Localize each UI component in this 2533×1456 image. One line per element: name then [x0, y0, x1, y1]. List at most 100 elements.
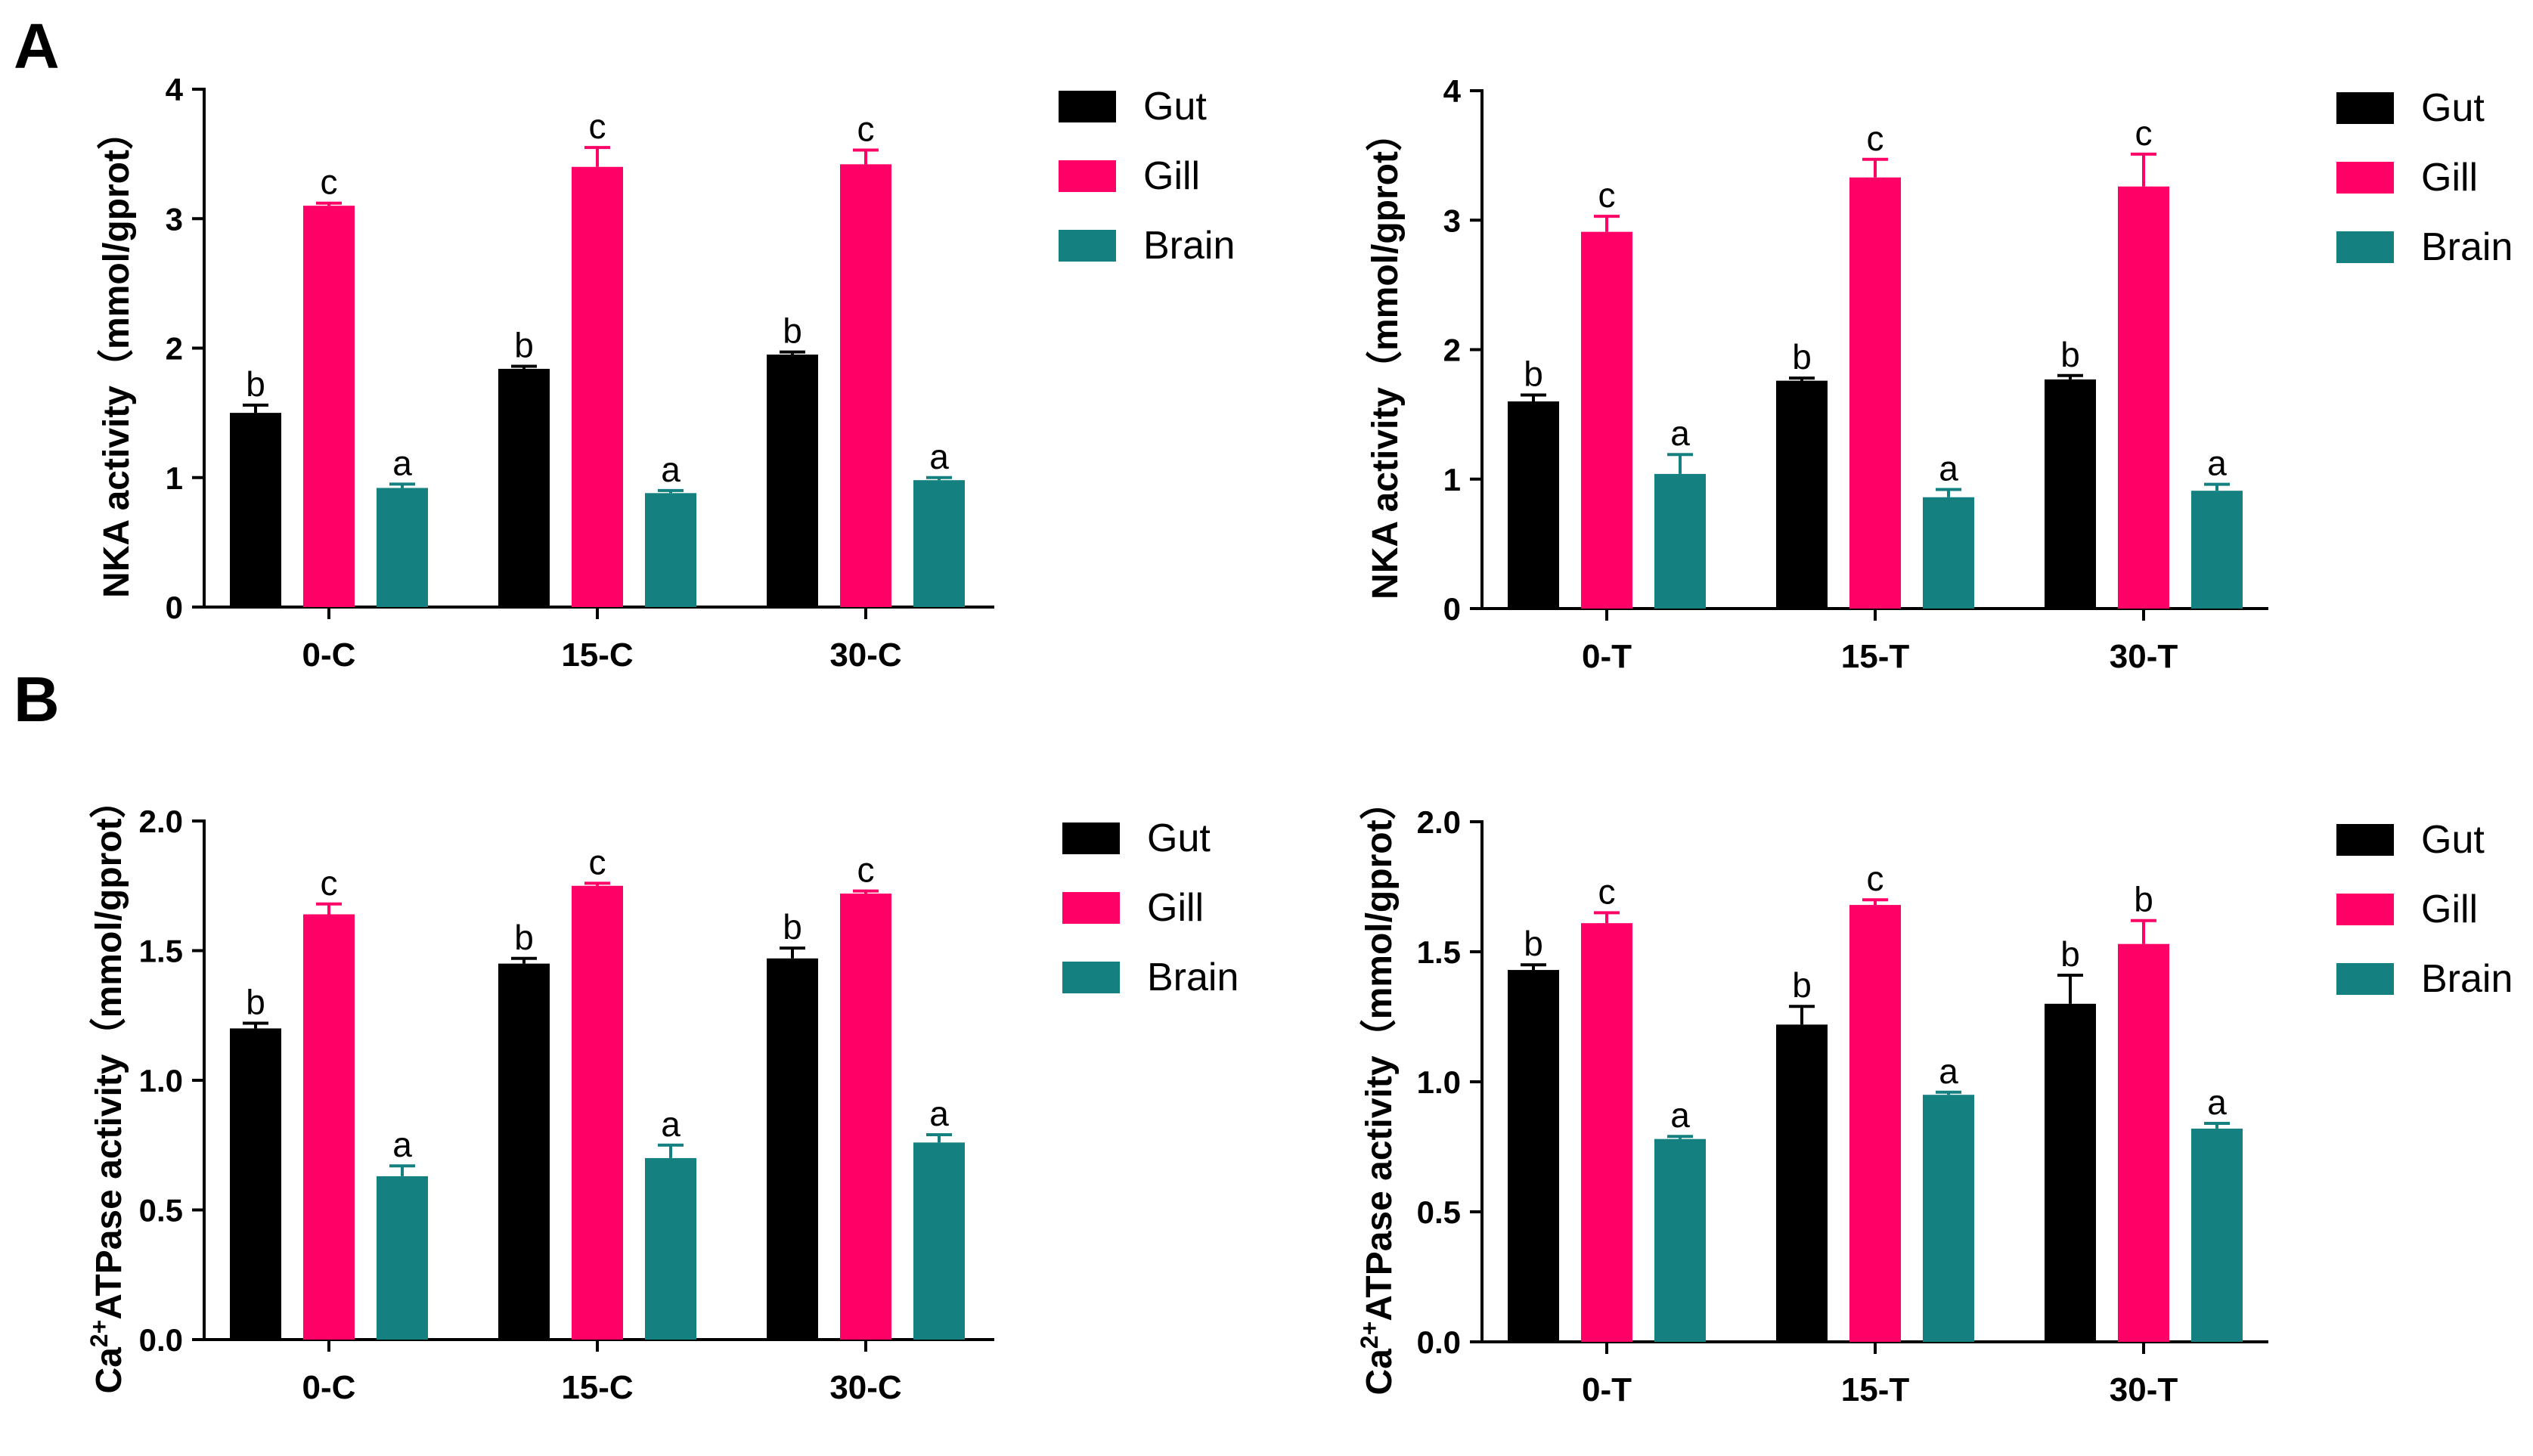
y-tick-label: 0.5: [139, 1193, 183, 1228]
significance-label: b: [1792, 337, 1812, 376]
legend-label-brain: Brain: [1147, 956, 1239, 999]
x-tick-label: 0-T: [1582, 638, 1632, 675]
chart-4: 0.0 0.5 1.0 1.5 2.0 Ca2+ATPase activity（mmol/…: [1356, 783, 2513, 1408]
bar-gill: [303, 206, 355, 607]
panel-letter: A: [14, 11, 60, 82]
bar-brain: [645, 493, 696, 607]
bar-gill: [303, 914, 355, 1340]
y-axis-label: NKA activity（mmol/gprot）: [1366, 115, 1406, 599]
y-axis-label-prefix: Ca: [1360, 1349, 1400, 1396]
significance-label: a: [1670, 1095, 1690, 1135]
bar-brain: [913, 480, 965, 607]
legend-swatch-gut: [1059, 91, 1116, 122]
bar-gut: [1776, 1024, 1828, 1342]
significance-label: a: [392, 443, 412, 482]
legend-label-gut: Gut: [1143, 85, 1207, 129]
x-tick-label: 30-C: [829, 637, 901, 674]
significance-label: c: [321, 163, 338, 202]
bar-gill: [1581, 923, 1632, 1342]
significance-label: a: [929, 437, 949, 476]
y-tick-label: 2.0: [139, 804, 183, 839]
y-axis-label: Ca2+ATPase activity（mmol/gprot）: [85, 782, 129, 1393]
x-tick-label: 15-T: [1841, 1371, 1910, 1408]
y-tick-label: 0: [166, 590, 183, 625]
legend-label-gill: Gill: [1147, 886, 1204, 930]
x-tick-label: 30-C: [829, 1369, 901, 1406]
legend-label-brain: Brain: [2421, 225, 2513, 269]
bar-gut: [767, 958, 818, 1340]
panel-letter: B: [14, 664, 60, 735]
y-tick-label: 0.0: [139, 1322, 183, 1358]
legend-swatch-gut: [2336, 824, 2394, 856]
significance-label: b: [783, 907, 802, 946]
bar-gut: [498, 368, 550, 607]
y-tick-label: 1.0: [139, 1063, 183, 1098]
significance-label: b: [1524, 354, 1543, 393]
x-tick-label: 30-T: [2110, 638, 2178, 675]
y-axis-label-main: ATPase activity（mmol/gprot）: [1360, 783, 1400, 1321]
y-axis-label: Ca2+ATPase activity（mmol/gprot）: [1356, 783, 1400, 1395]
legend-label-gut: Gut: [1147, 816, 1211, 860]
x-tick-label: 0-C: [302, 637, 356, 674]
significance-label: c: [589, 842, 606, 881]
y-axis-label-main: NKA activity（mmol/gprot）: [97, 113, 137, 598]
bar-gill: [1581, 231, 1632, 609]
bar-gill: [1849, 905, 1901, 1342]
significance-label: b: [246, 364, 265, 404]
legend-swatch-gut: [2336, 92, 2394, 124]
legend-swatch-gill: [2336, 162, 2394, 194]
bar-brain: [2191, 1128, 2243, 1342]
legend-label-gill: Gill: [1143, 154, 1200, 198]
bar-gut: [2045, 379, 2096, 609]
y-axis-label-main: NKA activity（mmol/gprot）: [1366, 115, 1406, 599]
y-tick-label: 4: [166, 72, 184, 107]
y-tick-label: 0.5: [1417, 1194, 1461, 1230]
bar-brain: [377, 488, 428, 607]
significance-label: a: [1939, 1052, 1958, 1091]
bar-brain: [1923, 1095, 1974, 1342]
bar-gut: [1776, 380, 1828, 609]
chart-3: B 0.0 0.5 1.0 1.5 2.0 Ca2+ATPase activity（mmol…: [14, 664, 1239, 1406]
y-tick-label: 1.0: [1417, 1064, 1461, 1100]
x-tick-label: 0-T: [1582, 1371, 1632, 1408]
y-tick-label: 1: [1443, 462, 1461, 497]
bar-gut: [767, 355, 818, 607]
x-tick-label: 30-T: [2110, 1371, 2178, 1408]
significance-label: b: [514, 325, 534, 364]
y-tick-label: 1.5: [139, 934, 183, 969]
bar-gut: [1508, 401, 1559, 609]
bar-gill: [572, 885, 623, 1340]
significance-label: b: [514, 918, 534, 957]
y-tick-label: 2.0: [1417, 804, 1461, 840]
legend-label-brain: Brain: [1143, 224, 1235, 268]
significance-label: c: [1598, 175, 1616, 215]
bar-brain: [1923, 497, 1974, 609]
bar-gut: [230, 1028, 281, 1340]
significance-label: c: [2135, 113, 2153, 153]
x-tick-label: 15-C: [561, 1369, 633, 1406]
bar-brain: [1654, 1138, 1706, 1342]
legend-swatch-gill: [2336, 894, 2394, 925]
significance-label: a: [392, 1125, 412, 1164]
bar-gill: [840, 894, 891, 1340]
y-tick-label: 4: [1443, 73, 1462, 109]
x-tick-label: 0-C: [302, 1369, 356, 1406]
y-axis-label: NKA activity（mmol/gprot）: [97, 113, 137, 598]
bar-brain: [1654, 473, 1706, 609]
significance-label: c: [857, 850, 875, 890]
legend-swatch-gill: [1059, 160, 1116, 192]
significance-label: b: [246, 983, 265, 1022]
bar-gut: [2045, 1003, 2096, 1342]
bar-gill: [840, 164, 891, 607]
legend-swatch-brain: [1062, 962, 1120, 993]
x-tick-label: 15-T: [1841, 638, 1910, 675]
significance-label: a: [929, 1094, 949, 1133]
y-tick-label: 2: [166, 331, 183, 367]
legend-label-brain: Brain: [2421, 957, 2513, 1001]
significance-label: a: [2207, 444, 2227, 483]
significance-label: b: [2134, 880, 2153, 919]
legend-label-gut: Gut: [2421, 818, 2485, 862]
bar-gut: [1508, 970, 1559, 1342]
legend-swatch-brain: [2336, 963, 2394, 995]
